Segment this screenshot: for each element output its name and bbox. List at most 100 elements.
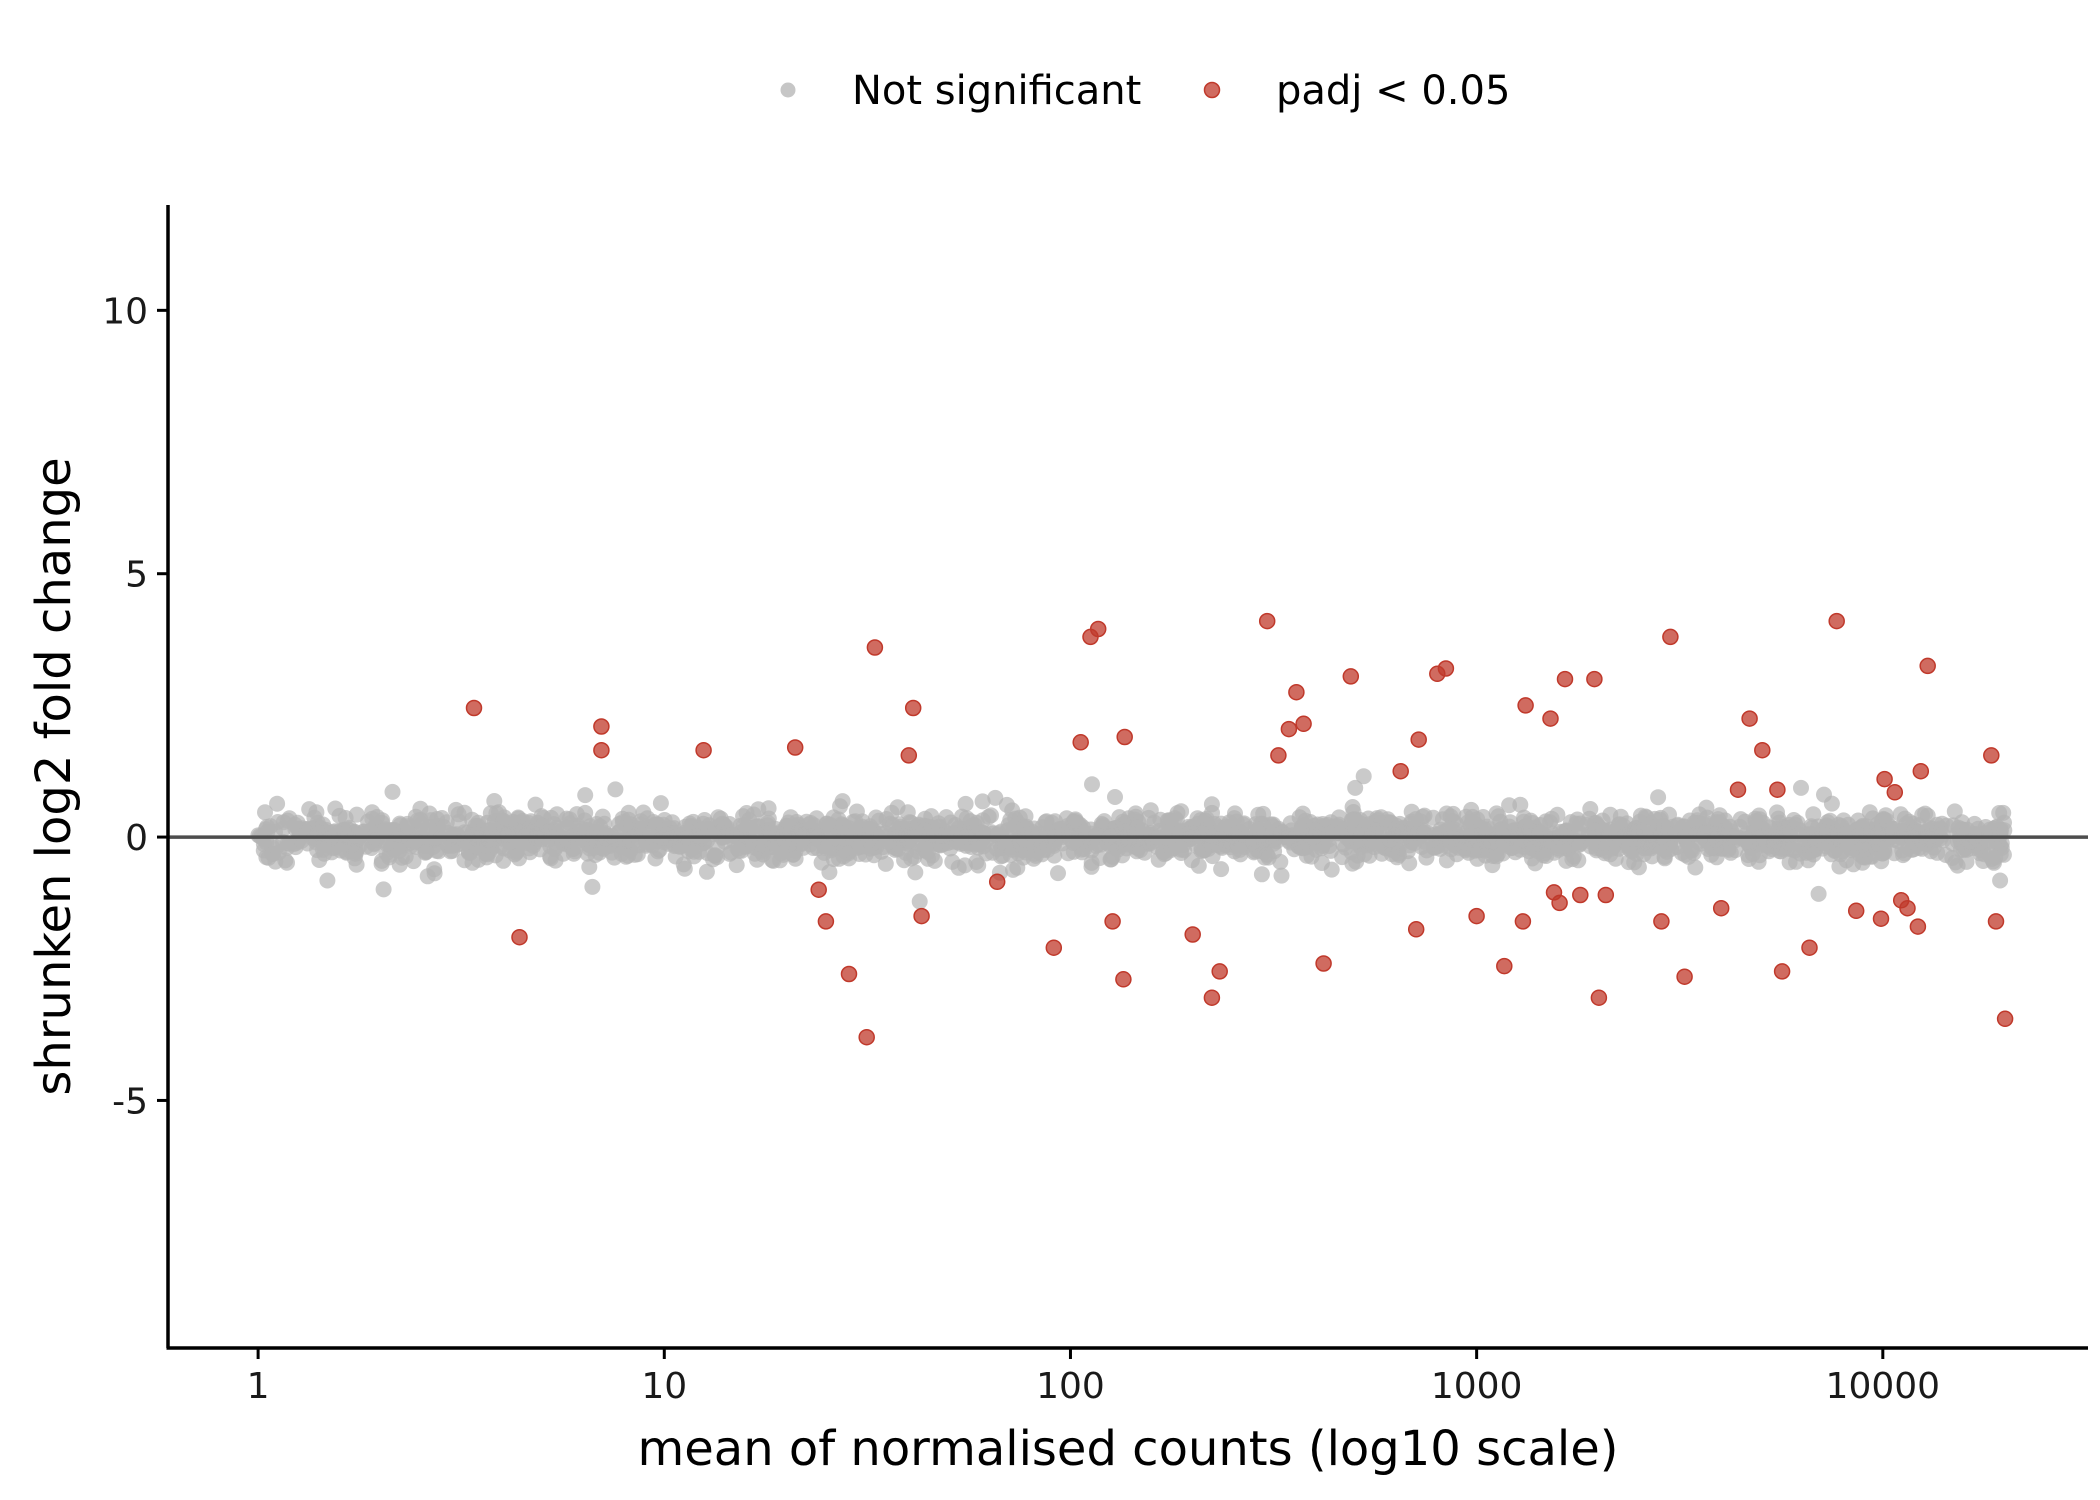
point-not-significant — [1263, 816, 1280, 833]
point-not-significant — [911, 893, 928, 910]
point-not-significant — [1766, 836, 1783, 853]
point-not-significant — [339, 826, 356, 843]
point-not-significant — [584, 878, 601, 895]
point-significant — [1089, 620, 1107, 638]
point-significant — [1116, 728, 1133, 746]
point-not-significant — [1929, 821, 1946, 838]
point-not-significant — [1202, 837, 1219, 854]
point-significant — [1203, 989, 1221, 1006]
point-not-significant — [555, 820, 572, 837]
point-not-significant — [1707, 832, 1724, 849]
point-significant — [810, 881, 827, 898]
point-not-significant — [1549, 806, 1566, 823]
point-significant — [988, 873, 1006, 891]
point-not-significant — [1344, 812, 1361, 829]
point-not-significant — [1256, 831, 1272, 848]
point-not-significant — [1816, 786, 1832, 803]
point-not-significant — [1981, 847, 1998, 863]
point-not-significant — [257, 804, 273, 821]
point-not-significant — [337, 810, 354, 826]
point-not-significant — [1646, 810, 1663, 827]
y-tick-label: 10 — [102, 291, 148, 332]
point-not-significant — [1120, 816, 1137, 833]
point-not-significant — [698, 863, 715, 880]
point-significant — [1662, 628, 1679, 646]
point-significant — [1115, 971, 1132, 988]
point-significant — [1729, 781, 1747, 798]
point-not-significant — [667, 848, 684, 865]
point-not-significant — [464, 854, 481, 871]
point-not-significant — [700, 821, 717, 838]
point-not-significant — [1404, 820, 1421, 837]
point-not-significant — [977, 832, 994, 849]
point-not-significant — [1347, 779, 1364, 796]
point-not-significant — [386, 841, 403, 858]
point-not-significant — [375, 822, 392, 839]
point-not-significant — [1284, 827, 1301, 844]
point-not-significant — [399, 818, 416, 835]
point-not-significant — [563, 832, 580, 849]
legend-label-significant: padj < 0.05 — [1276, 68, 1510, 114]
point-not-significant — [1084, 776, 1100, 793]
point-not-significant — [817, 839, 834, 856]
point-not-significant — [950, 859, 967, 876]
point-not-significant — [255, 842, 272, 859]
point-significant — [1258, 612, 1276, 630]
point-significant — [1496, 957, 1513, 975]
point-not-significant — [1805, 806, 1822, 823]
point-significant — [1801, 939, 1818, 956]
y-tick-label: -5 — [112, 1081, 148, 1122]
y-tick-label: 0 — [125, 818, 148, 859]
point-not-significant — [1213, 861, 1230, 878]
point-significant — [1517, 697, 1534, 714]
point-not-significant — [319, 872, 336, 889]
point-significant — [1586, 670, 1603, 688]
point-not-significant — [683, 817, 699, 834]
point-not-significant — [269, 795, 286, 812]
point-not-significant — [802, 836, 819, 853]
point-not-significant — [1015, 819, 1032, 836]
point-not-significant — [1228, 813, 1245, 830]
point-not-significant — [901, 814, 918, 831]
point-not-significant — [970, 857, 987, 874]
point-not-significant — [780, 836, 797, 853]
point-significant — [1876, 770, 1893, 788]
point-not-significant — [647, 850, 664, 867]
point-not-significant — [1650, 789, 1667, 806]
point-not-significant — [1529, 842, 1546, 859]
x-axis-ticks: 1 10 100 1000 10000 — [247, 1348, 1940, 1407]
point-significant — [1542, 710, 1559, 727]
point-not-significant — [907, 864, 924, 881]
point-not-significant — [632, 813, 649, 830]
point-not-significant — [712, 810, 729, 827]
point-significant — [1468, 907, 1485, 925]
point-not-significant — [957, 795, 974, 812]
point-significant — [1872, 910, 1890, 927]
point-not-significant — [881, 815, 898, 832]
point-not-significant — [1313, 855, 1330, 871]
point-not-significant — [707, 847, 724, 864]
point-not-significant — [488, 805, 505, 822]
point-not-significant — [980, 808, 997, 825]
x-tick-label: 1 — [247, 1366, 270, 1407]
point-significant — [1342, 668, 1360, 685]
point-not-significant — [1896, 845, 1913, 862]
point-significant — [1572, 886, 1589, 904]
point-not-significant — [1013, 837, 1030, 854]
point-not-significant — [1445, 805, 1462, 822]
point-not-significant — [1000, 817, 1017, 834]
point-not-significant — [1501, 797, 1518, 814]
point-not-significant — [1091, 850, 1108, 867]
point-not-significant — [1683, 841, 1699, 858]
point-not-significant — [1418, 842, 1435, 859]
point-significant — [1676, 968, 1693, 985]
x-tick-label: 1000 — [1431, 1366, 1523, 1407]
point-not-significant — [418, 843, 435, 860]
point-significant — [866, 639, 884, 656]
point-not-significant — [1602, 806, 1619, 823]
point-not-significant — [281, 835, 298, 852]
x-axis-title: mean of normalised counts (log10 scale) — [637, 1421, 1618, 1477]
point-not-significant — [1571, 836, 1588, 853]
point-not-significant — [397, 848, 414, 865]
point-not-significant — [745, 806, 762, 823]
